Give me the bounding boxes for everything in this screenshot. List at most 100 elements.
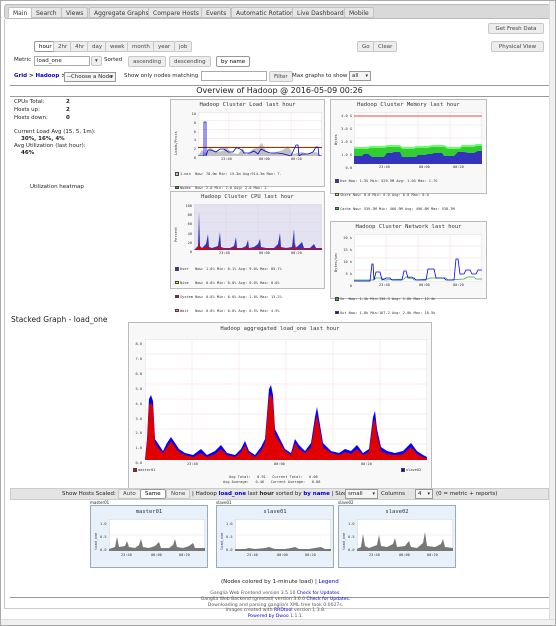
main-tab-bar: Main Search Views Aggregate Graphs Compa… [4, 4, 553, 19]
network-legend: In Now: 1.4k Min:150.3 Avg: 1.6k Max: 12… [335, 288, 435, 325]
breadcrumb-grid-link[interactable]: Grid [14, 73, 28, 79]
tab-search[interactable]: Search [31, 7, 62, 18]
x-tick: 00:20 [427, 553, 438, 557]
x-tick: 00:20 [291, 157, 302, 161]
breadcrumb-cluster-link[interactable]: Hadoop [35, 73, 60, 79]
tab-events[interactable]: Events [201, 7, 232, 18]
cluster-memory-graph[interactable]: Hadoop Cluster Memory last hour Bytes 4.… [330, 99, 487, 252]
footer: Ganglia Web Frontend version 3.5.10 Chec… [1, 591, 550, 620]
x-tick: 23:40 [221, 157, 232, 161]
filter-input[interactable] [201, 71, 267, 81]
cpu-plot [194, 204, 322, 250]
scale-none-button[interactable]: None [166, 489, 191, 499]
scale-same-button[interactable]: Same [140, 489, 166, 499]
columns-select[interactable]: 4 [415, 489, 433, 499]
tab-aggregate-graphs[interactable]: Aggregate Graphs [89, 7, 154, 18]
host-tag: slave01 [216, 500, 232, 505]
x-tick: 23:40 [121, 553, 132, 557]
footer-line-backend: Ganglia Web Backend (gmetad) version 3.6… [200, 596, 351, 602]
tab-live-dashboard[interactable]: Live Dashboard [292, 7, 349, 18]
y-axis-label: Bytes [334, 134, 338, 145]
legend-link[interactable]: Legend [318, 579, 339, 585]
host-graph-master01[interactable]: master01 load_one 1.0 0.5 0.0 23:40 00:00 … [90, 505, 208, 568]
cluster-load-graph[interactable]: Hadoop Cluster Load last hour Loads/Proc… [170, 99, 325, 218]
graph-title: Hadoop Cluster CPU last hour [201, 194, 294, 200]
metric-label: Metric [14, 57, 32, 63]
size-select[interactable]: small [345, 489, 378, 499]
legend-entry: Wait Now: 0.0% Min: 0.0% Avg: 0.5% Max: … [175, 308, 286, 314]
node-select[interactable]: --Choose a Node [64, 72, 116, 82]
host-plot [235, 519, 331, 551]
horizontal-scrollbar[interactable] [1, 619, 555, 625]
footer-line-dwoo: Powered by Dwoo 1.1.1. [247, 614, 304, 620]
max-graphs-label: Max graphs to show [292, 73, 348, 79]
tab-compare-hosts[interactable]: Compare Hosts [148, 7, 204, 18]
x-tick: 00:00 [259, 157, 270, 161]
graph-title: Hadoop Cluster Memory last hour [357, 102, 460, 108]
tab-main[interactable]: Main [8, 7, 33, 18]
max-graphs-select[interactable]: all [349, 71, 371, 81]
x-tick: 00:20 [361, 462, 372, 466]
range-job-button[interactable]: job [174, 41, 193, 52]
y-axis-label: load_one [94, 532, 98, 550]
hosts-down-value: 0 [66, 115, 70, 121]
tab-automatic-rotation[interactable]: Automatic Rotation [231, 7, 299, 18]
sorted-label: Sorted [104, 57, 123, 63]
clear-button[interactable]: Clear [373, 41, 398, 52]
range-month-button[interactable]: month [127, 41, 155, 52]
utilization-value: 46% [21, 150, 35, 156]
load-avg-value: 30%, 16%, 4% [21, 136, 65, 142]
graph-title: Hadoop Cluster Load last hour [199, 102, 296, 108]
y-axis-label: load_one [220, 532, 224, 550]
y-axis-label: Bytes/sec [334, 252, 338, 272]
x-tick: 23:40 [379, 165, 390, 169]
legend-entry: In Now: 1.4k Min:150.3 Avg: 1.6k Max: 12… [335, 297, 435, 302]
host-name: master01 [135, 509, 163, 515]
physical-view-button[interactable]: Physical View [491, 41, 544, 52]
x-tick: 23:40 [219, 251, 230, 255]
host-tag: slave02 [338, 500, 354, 505]
x-tick: 00:20 [291, 251, 302, 255]
legend-entry: Cache Now: 539.3M Min: 466.9M Avg: 496.8… [335, 206, 455, 212]
sort-descending-button[interactable]: descending [169, 56, 211, 67]
y-axis-label: Loads/Procs [174, 131, 178, 155]
breadcrumb-separator: > [28, 73, 34, 79]
metric-dropdown-button[interactable]: ▾ [91, 56, 102, 66]
y-axis-label: load_one [342, 532, 346, 550]
y-axis-ticks: 8.0 7.0 6.0 5.0 4.0 3.0 2.0 1.0 0.0 [135, 342, 143, 466]
footer-line-timing: Downloading and parsing ganglia's XML tr… [207, 602, 344, 608]
y-axis-ticks: 1.0 0.5 0.0 [100, 522, 107, 552]
get-fresh-data-button[interactable]: Get Fresh Data [488, 23, 544, 34]
utilization-label: Avg Utilization (last hour): [14, 143, 86, 149]
metric-input[interactable]: load_one [34, 56, 90, 66]
tab-mobile[interactable]: Mobile [344, 7, 374, 18]
memory-plot [354, 112, 482, 164]
range-year-button[interactable]: year [153, 41, 176, 52]
hosts-sort-description: | Hadoop load_one last hour sorted by by… [192, 491, 347, 497]
stacked-load-graph[interactable]: Hadoop aggregated load_one last hour 8.0… [128, 322, 432, 490]
main-panel: Get Fresh Data hour 2hr 4hr day week mon… [4, 19, 553, 609]
y-axis-ticks: 1.0 0.5 0.0 [348, 522, 355, 552]
x-tick: 00:00 [277, 553, 288, 557]
host-plot [357, 519, 453, 551]
go-button[interactable]: Go [357, 41, 375, 52]
x-tick: 00:00 [399, 553, 410, 557]
legend-entry: Nodes Now: 2.0 Min: 2.0 Avg: 2.0 Max: 2 [175, 185, 282, 191]
host-graph-slave01[interactable]: slave01 load_one 1.0 0.5 0.0 23:40 00:00 0… [216, 505, 334, 568]
cluster-network-graph[interactable]: Hadoop Cluster Network last hour Bytes/s… [330, 221, 487, 315]
tab-views[interactable]: Views [61, 7, 89, 18]
sort-by-name-button[interactable]: by name [216, 56, 251, 67]
scale-auto-button[interactable]: Auto [118, 489, 141, 499]
vertical-scrollbar[interactable] [549, 1, 555, 621]
graph-title: Hadoop aggregated load_one last hour [220, 326, 340, 332]
x-tick: 00:00 [419, 165, 430, 169]
filter-button[interactable]: Filter [269, 71, 293, 82]
stacked-plot [145, 339, 427, 460]
range-week-button[interactable]: week [105, 41, 130, 52]
network-plot [354, 234, 482, 282]
sort-ascending-button[interactable]: ascending [128, 56, 167, 67]
legend-entry: System Now: 0.8% Min: 0.0% Avg: 1.0% Max… [175, 294, 286, 300]
cluster-cpu-graph[interactable]: Hadoop Cluster CPU last hour Percent 100… [170, 191, 325, 340]
host-graph-slave02[interactable]: slave02 load_one 1.0 0.5 0.0 23:40 00:00 0… [338, 505, 456, 568]
